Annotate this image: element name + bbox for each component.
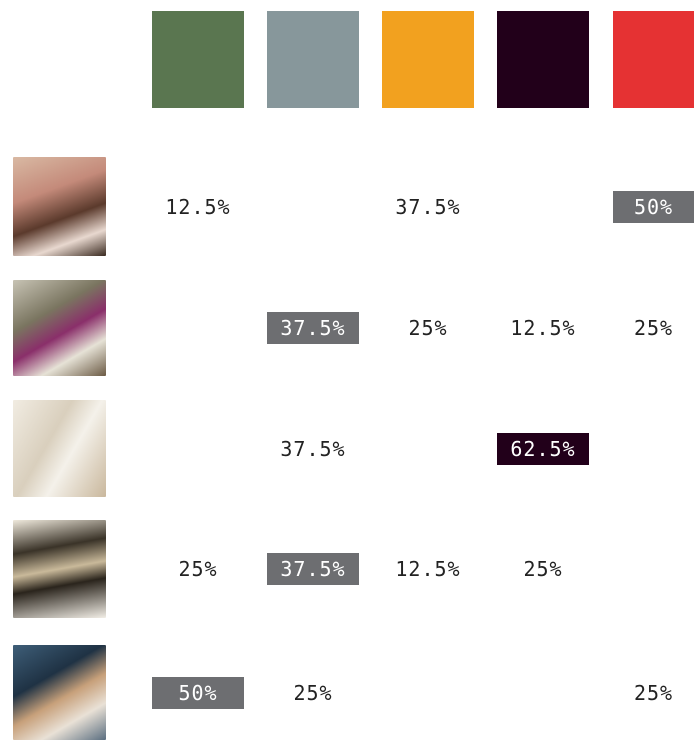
highlighted-value: 62.5% [497,432,589,465]
row-thumbnail [13,280,106,376]
color-swatch [267,11,359,108]
highlighted-value: 50% [152,676,244,709]
cell-value: 25% [523,557,563,581]
cell-value: 12.5% [165,194,231,219]
color-swatch [497,11,589,108]
row-thumbnail [13,645,106,740]
highlighted-value: 50% [613,190,694,223]
color-swatch [152,11,244,108]
row-thumbnail [13,400,106,497]
cell-value: 37.5% [395,194,461,219]
cell-value: 25% [633,316,674,340]
cell-value: 12.5% [510,316,576,340]
color-swatch [613,11,694,108]
row-thumbnail [13,157,106,256]
cell-value: 37.5% [280,436,346,461]
color-swatch [382,11,474,108]
cell-value: 25% [408,316,448,340]
cell-value: 25% [293,680,333,705]
cell-value: 25% [633,680,674,705]
highlighted-value: 37.5% [267,553,359,585]
highlighted-value: 37.5% [267,312,359,344]
cell-value: 25% [178,557,218,581]
cell-value: 12.5% [395,557,461,581]
row-thumbnail [13,520,106,618]
